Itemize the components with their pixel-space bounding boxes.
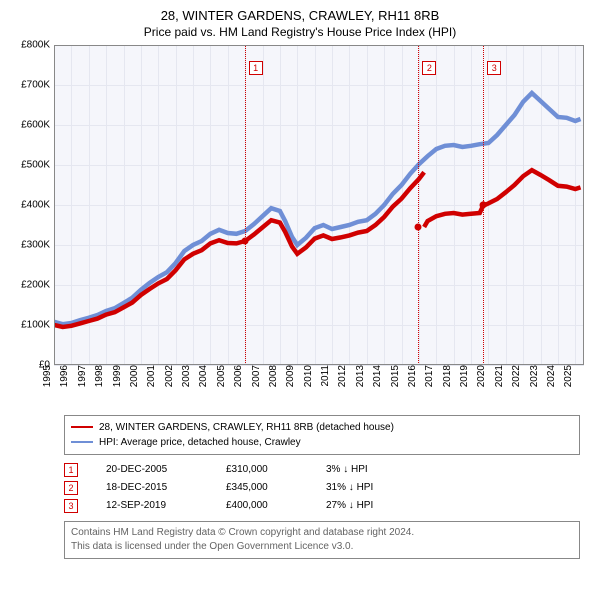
event-row-price: £400,000 xyxy=(226,500,316,511)
series-line xyxy=(54,172,424,327)
event-row-date: 18-DEC-2015 xyxy=(106,482,216,493)
footer: Contains HM Land Registry data © Crown c… xyxy=(64,521,580,559)
event-row-price: £310,000 xyxy=(226,464,316,475)
event-dot xyxy=(415,223,422,230)
event-row-date: 20-DEC-2005 xyxy=(106,464,216,475)
legend-swatch xyxy=(71,426,93,428)
event-row: 3 12-SEP-2019 £400,000 27% ↓ HPI xyxy=(64,497,580,515)
event-row-num: 2 xyxy=(64,481,78,495)
y-tick-label: £400K xyxy=(10,199,50,210)
x-tick-label: 2025 xyxy=(563,365,587,387)
legend: 28, WINTER GARDENS, CRAWLEY, RH11 8RB (d… xyxy=(64,415,580,455)
y-tick-label: £200K xyxy=(10,279,50,290)
event-line xyxy=(418,45,419,365)
chart-subtitle: Price paid vs. HM Land Registry's House … xyxy=(10,25,590,39)
y-tick-label: £100K xyxy=(10,319,50,330)
y-tick-label: £500K xyxy=(10,159,50,170)
event-row-diff: 31% ↓ HPI xyxy=(326,482,416,493)
legend-swatch xyxy=(71,441,93,443)
event-row-price: £345,000 xyxy=(226,482,316,493)
event-marker-box: 1 xyxy=(249,61,263,75)
event-row: 2 18-DEC-2015 £345,000 31% ↓ HPI xyxy=(64,479,580,497)
y-tick-label: £600K xyxy=(10,119,50,130)
event-row-diff: 3% ↓ HPI xyxy=(326,464,416,475)
series-line xyxy=(54,93,581,324)
event-row-num: 1 xyxy=(64,463,78,477)
plot-inner: 1 2 3 xyxy=(54,45,584,365)
chart-title: 28, WINTER GARDENS, CRAWLEY, RH11 8RB xyxy=(10,8,590,25)
series-line xyxy=(424,202,485,227)
event-dot xyxy=(480,201,487,208)
footer-line-2: This data is licensed under the Open Gov… xyxy=(71,540,573,554)
event-row: 1 20-DEC-2005 £310,000 3% ↓ HPI xyxy=(64,461,580,479)
footer-line-1: Contains HM Land Registry data © Crown c… xyxy=(71,526,573,540)
legend-item: HPI: Average price, detached house, Craw… xyxy=(71,435,573,450)
plot-area: 123 £0£100K£200K£300K£400K£500K£600K£700… xyxy=(54,45,584,385)
legend-label: HPI: Average price, detached house, Craw… xyxy=(99,435,301,450)
event-marker-box: 3 xyxy=(487,61,501,75)
y-tick-label: £700K xyxy=(10,79,50,90)
event-dot xyxy=(241,237,248,244)
chart-lines xyxy=(54,45,584,365)
chart-container: 28, WINTER GARDENS, CRAWLEY, RH11 8RB Pr… xyxy=(0,0,600,559)
series-line xyxy=(485,170,581,205)
legend-label: 28, WINTER GARDENS, CRAWLEY, RH11 8RB (d… xyxy=(99,420,394,435)
event-row-diff: 27% ↓ HPI xyxy=(326,500,416,511)
events-table: 1 20-DEC-2005 £310,000 3% ↓ HPI 2 18-DEC-2015… xyxy=(64,461,580,515)
event-row-num: 3 xyxy=(64,499,78,513)
event-marker-box: 2 xyxy=(422,61,436,75)
event-row-date: 12-SEP-2019 xyxy=(106,500,216,511)
y-tick-label: £300K xyxy=(10,239,50,250)
y-tick-label: £800K xyxy=(10,39,50,50)
legend-item: 28, WINTER GARDENS, CRAWLEY, RH11 8RB (d… xyxy=(71,420,573,435)
event-line xyxy=(245,45,246,365)
